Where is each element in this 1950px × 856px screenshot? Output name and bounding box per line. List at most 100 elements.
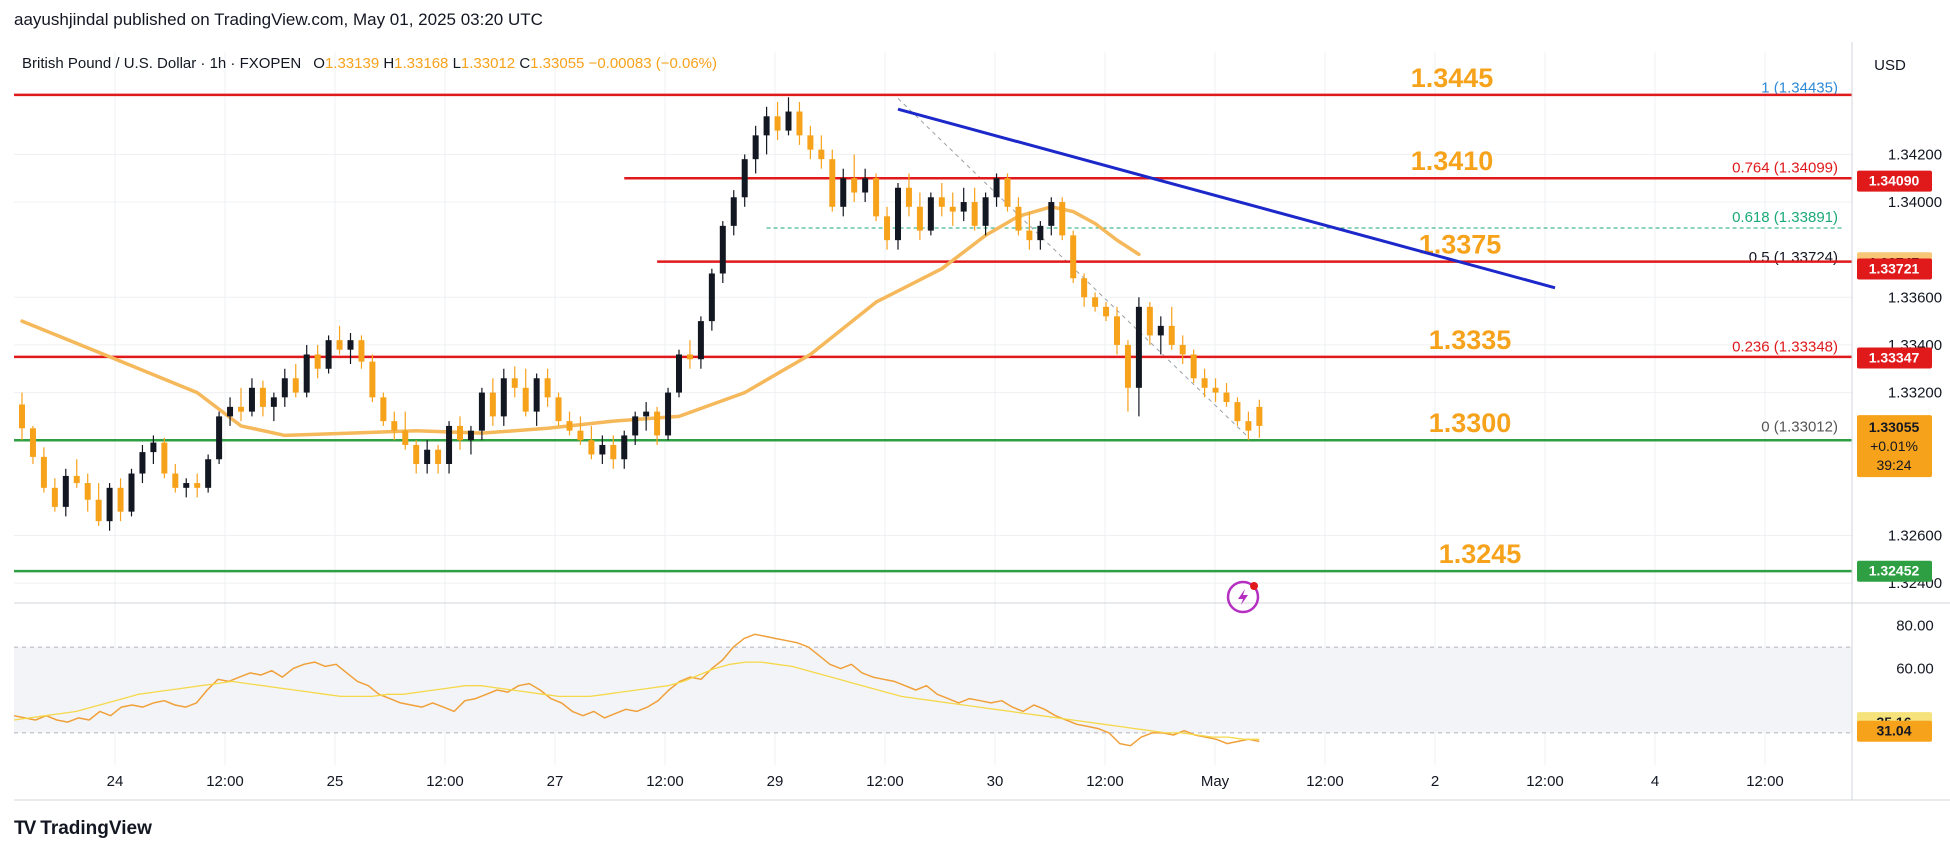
price-tags: 1.337471.337211.340901.333471.330121.324… (1857, 170, 1932, 582)
candle-body (1201, 378, 1208, 388)
candle-body (500, 378, 507, 417)
candle-body (599, 444, 606, 455)
candle (1146, 302, 1153, 345)
rsi-tick-label: 60.00 (1896, 661, 1934, 678)
candle-body (117, 487, 124, 512)
fib-retracement[interactable]: 1 (1.34435) 0.764 (1.34099) 0.618 (1.33891… (766, 79, 1842, 438)
candle (654, 406, 661, 445)
alert-icon[interactable] (1226, 580, 1260, 614)
candle (895, 182, 901, 250)
moving-average-line (20, 205, 1141, 438)
candle (139, 444, 146, 484)
currency-label[interactable]: USD (1874, 57, 1906, 74)
candle-body (95, 499, 102, 522)
moving-average (20, 205, 1141, 438)
candle (1245, 411, 1252, 441)
candle-body (1004, 178, 1011, 207)
candle-body (654, 411, 661, 436)
ohlc-part: 1.33139 (325, 55, 379, 72)
candle-body (927, 197, 934, 231)
candle (1015, 197, 1022, 236)
candle (1234, 397, 1241, 426)
level-label: 1.3445 (1411, 63, 1494, 93)
candle-body (829, 159, 836, 207)
candle (577, 416, 584, 445)
time-tick-label: 27 (547, 773, 564, 790)
candle (478, 387, 485, 441)
candle-body (741, 159, 748, 198)
candle (292, 363, 299, 398)
candle-body (697, 321, 704, 360)
candle-body (194, 483, 201, 488)
price-tag-bg (1857, 170, 1932, 192)
candle (1059, 197, 1066, 241)
ohlc-part: 1.33055 (530, 55, 584, 72)
candle (205, 454, 212, 493)
candle (905, 173, 912, 217)
trendline (897, 107, 1556, 290)
candle-body (686, 354, 693, 360)
candle-body (577, 430, 584, 441)
candle-body (1059, 202, 1066, 236)
time-tick-label: 12:00 (426, 773, 464, 790)
candle (40, 447, 47, 493)
candle-body (73, 475, 80, 484)
candle-body (281, 378, 288, 398)
symbol-name: British Pound / U.S. Dollar · 1h · FXOPE… (22, 55, 301, 72)
time-tick-label: 12:00 (1306, 773, 1344, 790)
candle-body (818, 149, 825, 160)
candle-body (971, 202, 978, 226)
candle (248, 378, 255, 417)
current-price-change: +0.01% (1870, 438, 1918, 454)
candle-body (172, 473, 179, 488)
candle (960, 187, 967, 222)
candle (719, 221, 726, 284)
candle-body (467, 430, 474, 441)
candles (19, 97, 1263, 531)
candle-body (1168, 325, 1175, 345)
candle (106, 483, 113, 531)
candle (467, 425, 474, 455)
candle-body (905, 187, 912, 207)
candle-body (128, 473, 135, 512)
candle (29, 425, 36, 465)
candle (873, 173, 880, 222)
candle (1157, 316, 1164, 355)
candle (555, 392, 562, 426)
candle-body (555, 397, 562, 422)
candle-body (1114, 316, 1120, 345)
candle (172, 464, 179, 493)
candle (380, 392, 387, 426)
candle (916, 192, 923, 241)
candle-body (1092, 297, 1099, 307)
candle-body (1146, 306, 1153, 336)
candle (402, 411, 409, 450)
time-tick-label: 30 (987, 773, 1004, 790)
candle (51, 478, 58, 512)
candle (697, 316, 704, 369)
candle-body (566, 421, 573, 431)
time-tick-label: May (1201, 773, 1230, 790)
fib-level-label: 0.236 (1.33348) (1732, 338, 1838, 355)
price-tag: 1.34090 (1857, 170, 1932, 192)
candle (533, 373, 540, 426)
trendline-layer[interactable] (897, 107, 1556, 290)
candle (884, 206, 891, 250)
candle-body (840, 178, 847, 207)
fib-level-label: 1 (1.34435) (1761, 79, 1838, 96)
price-tag-text: 1.33721 (1869, 260, 1920, 276)
tradingview-logo[interactable]: TV TradingView (14, 818, 152, 840)
candle (599, 435, 606, 465)
time-tick-label: 12:00 (866, 773, 904, 790)
candle-body (1026, 230, 1033, 241)
time-tick-label: 12:00 (646, 773, 684, 790)
time-tick-label: 12:00 (1746, 773, 1784, 790)
ohlc-part: 1.33012 (461, 55, 515, 72)
candle (1103, 302, 1110, 322)
grid-layer (14, 52, 1852, 765)
candle (446, 421, 453, 474)
candle (1070, 230, 1077, 284)
candle (785, 97, 792, 136)
